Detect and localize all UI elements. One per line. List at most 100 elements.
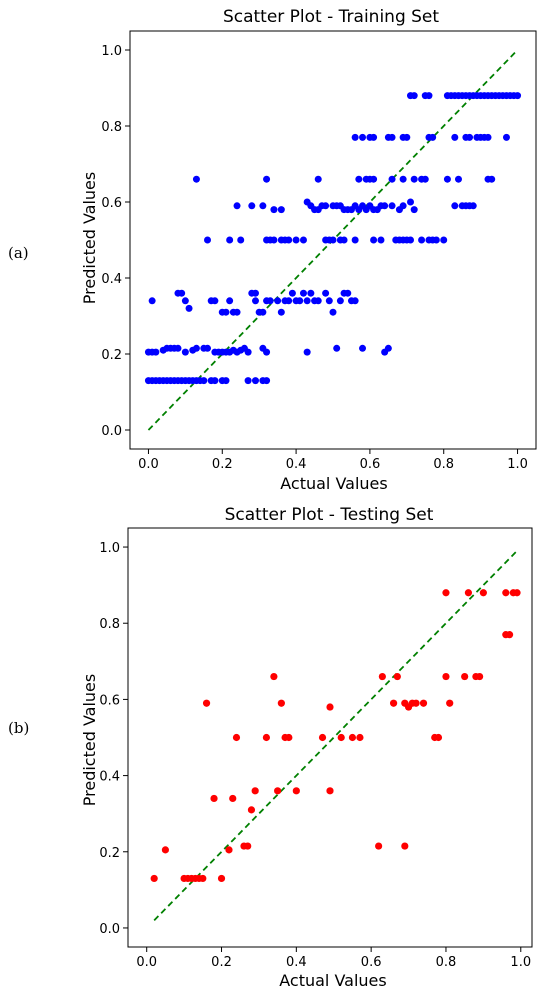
- data-point: [232, 733, 241, 742]
- data-point: [351, 297, 359, 305]
- data-point: [200, 377, 208, 385]
- data-point: [270, 236, 278, 244]
- data-point: [211, 377, 219, 385]
- x-tick-label: 0.2: [211, 955, 232, 970]
- x-tick-label: 0.2: [212, 457, 233, 472]
- data-point: [434, 733, 443, 742]
- data-point: [199, 874, 207, 883]
- data-point: [318, 733, 327, 742]
- x-tick-label: 0.8: [433, 457, 454, 472]
- data-point: [451, 202, 459, 210]
- data-point: [399, 175, 407, 183]
- data-point: [244, 377, 252, 385]
- data-point: [185, 304, 193, 312]
- data-point: [505, 631, 514, 639]
- identity-line: [153, 550, 518, 921]
- data-point: [247, 806, 256, 814]
- chart-title-testing: Scatter Plot - Testing Set: [225, 505, 434, 525]
- x-axis-label-testing: Actual Values: [279, 971, 386, 990]
- data-point: [222, 377, 230, 385]
- plot-frame-testing: [127, 527, 533, 948]
- data-point: [399, 202, 407, 210]
- data-point: [442, 589, 450, 597]
- y-tick-label: 1.0: [101, 44, 122, 59]
- data-point: [322, 202, 330, 210]
- data-point: [259, 202, 267, 210]
- y-tick-label: 0.4: [99, 770, 120, 785]
- data-point: [469, 202, 477, 210]
- data-point: [204, 344, 212, 352]
- data-point: [389, 699, 398, 707]
- x-tick-label: 0.8: [436, 955, 457, 970]
- data-point: [443, 175, 451, 183]
- data-point: [476, 672, 484, 681]
- data-point: [355, 175, 363, 183]
- data-point: [174, 344, 182, 352]
- data-point: [351, 236, 359, 244]
- data-point: [288, 289, 296, 297]
- points-training: [144, 92, 522, 385]
- data-point: [351, 133, 359, 141]
- data-point: [325, 297, 333, 305]
- data-point: [370, 236, 378, 244]
- data-point: [226, 297, 234, 305]
- data-point: [251, 377, 259, 385]
- y-tick-label: 0.8: [101, 120, 122, 135]
- data-point: [299, 236, 307, 244]
- y-tick-label: 0.6: [99, 693, 120, 708]
- data-point: [337, 733, 345, 742]
- data-point: [303, 348, 311, 356]
- data-point: [502, 133, 510, 141]
- data-point: [152, 348, 160, 356]
- data-point: [359, 133, 367, 141]
- data-point: [440, 236, 448, 244]
- data-point: [370, 175, 378, 183]
- data-point: [432, 236, 440, 244]
- data-point: [479, 589, 487, 597]
- data-point: [344, 289, 352, 297]
- data-point: [451, 133, 459, 141]
- x-tick-label: 1.0: [510, 955, 531, 970]
- data-point: [204, 236, 212, 244]
- data-point: [407, 198, 415, 206]
- chart-title-training: Scatter Plot - Training Set: [223, 7, 439, 27]
- y-tick-label: 0.0: [99, 922, 120, 937]
- data-point: [407, 236, 415, 244]
- data-point: [419, 699, 428, 707]
- data-point: [270, 672, 278, 681]
- data-point: [299, 289, 307, 297]
- data-point: [418, 236, 426, 244]
- data-point: [403, 133, 411, 141]
- data-point: [277, 308, 285, 316]
- data-point: [233, 202, 241, 210]
- data-point: [393, 672, 401, 681]
- data-point: [225, 846, 233, 854]
- data-point: [484, 133, 492, 141]
- data-point: [226, 236, 234, 244]
- data-point: [148, 297, 156, 305]
- data-point: [303, 297, 311, 305]
- data-point: [217, 874, 226, 883]
- data-point: [251, 787, 259, 795]
- y-tick-label: 0.8: [99, 617, 120, 632]
- data-point: [277, 699, 285, 707]
- data-point: [425, 92, 433, 100]
- panel-label-b: (b): [8, 719, 29, 737]
- data-point: [150, 874, 158, 883]
- data-point: [356, 733, 364, 742]
- data-point: [329, 236, 337, 244]
- data-point: [274, 787, 282, 795]
- data-point: [388, 175, 396, 183]
- data-point: [296, 297, 304, 305]
- data-point: [222, 308, 230, 316]
- x-tick-label: 0.6: [360, 457, 381, 472]
- reference-line-testing: [153, 550, 518, 921]
- data-point: [333, 344, 341, 352]
- y-axis-label-training: Predicted Values: [80, 172, 99, 304]
- ticks-testing: 0.0 0.2 0.4 0.6 0.8 1.0 0.0 0.2 0.4 0.6 0.8 1.0: [99, 541, 531, 970]
- data-point: [263, 377, 271, 385]
- data-point: [248, 202, 256, 210]
- data-point: [181, 297, 189, 305]
- data-point: [233, 308, 241, 316]
